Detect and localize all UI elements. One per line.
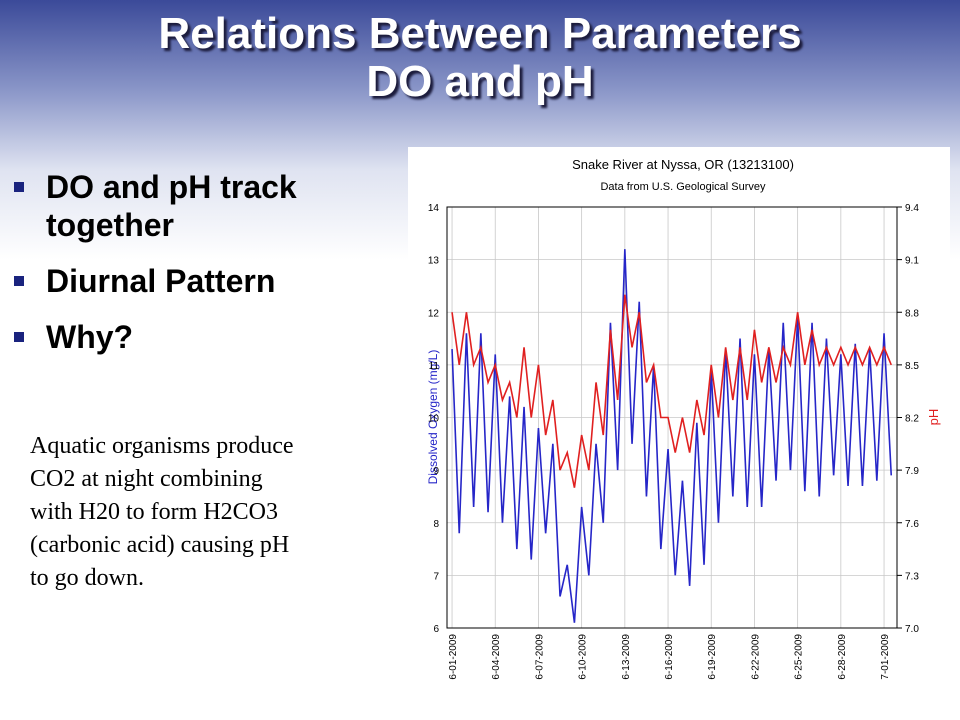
title-line: DO and pH <box>366 57 594 106</box>
y2-tick-label: 7.9 <box>905 466 919 477</box>
y-tick-label: 12 <box>428 308 440 319</box>
y-tick-label: 7 <box>433 571 439 582</box>
note-line: with H20 to form H2CO3 <box>30 499 278 525</box>
x-tick-label: 6-25-2009 <box>794 634 805 680</box>
x-tick-label: 6-01-2009 <box>448 634 459 680</box>
note-line: CO2 at night combining <box>30 466 263 492</box>
y-tick-label: 6 <box>433 624 439 635</box>
note-line: (carbonic acid) causing pH <box>30 532 290 558</box>
y2-tick-label: 7.3 <box>905 571 919 582</box>
x-tick-label: 6-10-2009 <box>578 634 589 680</box>
x-tick-label: 6-28-2009 <box>837 634 848 680</box>
note: Aquatic organisms produce CO2 at night c… <box>30 430 390 595</box>
y2-tick-label: 8.8 <box>905 308 919 319</box>
x-tick-label: 6-04-2009 <box>491 634 502 680</box>
series-line <box>451 249 893 623</box>
note-line: Aquatic organisms produce <box>30 433 294 459</box>
y-tick-label: 8 <box>433 519 439 530</box>
bullet: Why? <box>8 318 408 356</box>
bullet: Diurnal Pattern <box>8 262 408 300</box>
plot-frame <box>446 206 898 629</box>
note-line: to go down. <box>30 565 144 591</box>
x-tick-label: 6-19-2009 <box>707 634 718 680</box>
y2-tick-label: 9.4 <box>905 203 919 214</box>
y2-tick-label: 8.5 <box>905 361 919 372</box>
series-line <box>451 294 892 488</box>
chart-title: Snake River at Nyssa, OR (13213100) <box>572 157 794 172</box>
y-tick-label: 13 <box>428 256 440 267</box>
slide-title: Relations Between Parameters DO and pH <box>0 10 960 106</box>
x-tick-label: 6-13-2009 <box>621 634 632 680</box>
y2-tick-label: 7.6 <box>905 519 919 530</box>
y-axis-label: Dissolved Oxygen (mg/L) <box>426 350 440 485</box>
x-tick-label: 6-22-2009 <box>750 634 761 680</box>
x-tick-label: 6-16-2009 <box>664 634 675 680</box>
y-tick-label: 14 <box>428 203 440 214</box>
bullet: DO and pH track together <box>8 168 408 244</box>
title-line: Relations Between Parameters <box>158 9 802 58</box>
y-tick-label: 10 <box>428 414 440 425</box>
y-tick-label: 11 <box>429 361 440 372</box>
y-tick-label: 9 <box>433 466 439 477</box>
bullet-list: DO and pH track together Diurnal Pattern… <box>8 168 408 374</box>
chart-subtitle: Data from U.S. Geological Survey <box>600 181 766 193</box>
y2-tick-label: 9.1 <box>905 256 919 267</box>
y2-tick-label: 7.0 <box>905 624 919 635</box>
y2-tick-label: 8.2 <box>905 414 919 425</box>
x-tick-label: 7-01-2009 <box>880 634 891 680</box>
chart: Snake River at Nyssa, OR (13213100) Data… <box>408 147 950 700</box>
y2-axis-label: pH <box>926 409 941 426</box>
x-tick-label: 6-07-2009 <box>534 634 545 680</box>
chart-background <box>408 147 950 700</box>
